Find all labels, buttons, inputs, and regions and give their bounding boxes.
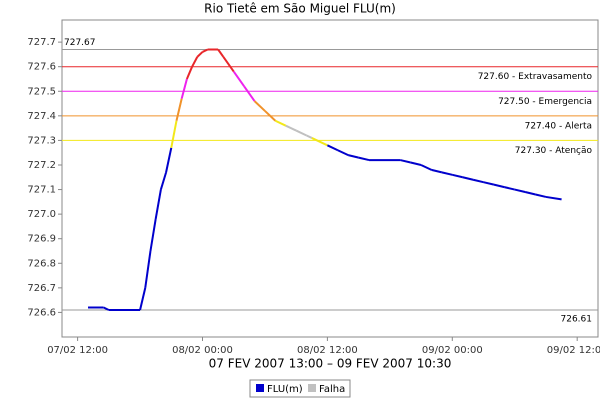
line-segment <box>462 176 474 181</box>
line-segment <box>504 186 515 191</box>
legend-label: Falha <box>319 384 345 395</box>
line-segment <box>222 56 235 73</box>
threshold-label: 727.50 - Emergencia <box>498 97 592 107</box>
line-segment <box>483 181 495 186</box>
y-tick-label: 727.5 <box>27 86 56 97</box>
y-tick-label: 727.6 <box>27 62 56 73</box>
line-segment <box>337 149 349 157</box>
line-segment <box>170 120 178 148</box>
line-segment <box>347 154 359 159</box>
line-segment <box>149 218 157 252</box>
line-segment <box>232 71 245 87</box>
threshold-label: 727.30 - Atenção <box>515 146 593 156</box>
y-tick-label: 727.0 <box>27 209 56 220</box>
extreme-label: 727.67 <box>64 38 96 48</box>
line-segment <box>103 306 110 311</box>
y-tick-label: 726.8 <box>27 258 56 269</box>
line-segment <box>358 156 370 162</box>
line-segment <box>264 110 277 122</box>
line-segment <box>545 195 562 201</box>
chart-subtitle: 07 FEV 2007 13:00 – 09 FEV 2007 10:30 <box>209 357 452 371</box>
line-segment <box>243 85 256 102</box>
y-tick-label: 727.1 <box>27 185 56 196</box>
y-tick-label: 727.7 <box>27 37 56 48</box>
line-segment <box>185 66 194 80</box>
extreme-label: 726.61 <box>561 314 593 324</box>
line-segment <box>180 78 188 99</box>
line-segment <box>154 189 162 220</box>
line-segment <box>514 188 526 193</box>
legend-swatch <box>256 384 264 392</box>
line-segment <box>420 164 432 171</box>
x-tick-label: 08/02 12:00 <box>297 345 358 356</box>
threshold-label: 727.60 - Extravasamento <box>478 72 593 82</box>
line-segment <box>191 56 199 68</box>
line-segment <box>326 144 339 152</box>
line-segment <box>159 172 168 190</box>
line-segment <box>217 48 225 58</box>
line-segment <box>535 193 547 198</box>
line-segment <box>311 137 328 147</box>
x-tick-label: 07/02 12:00 <box>47 345 108 356</box>
y-tick-label: 726.9 <box>27 234 56 245</box>
line-segment <box>524 191 536 196</box>
plot-area <box>61 19 599 338</box>
chart-title: Rio Tietê em São Miguel FLU(m) <box>204 2 396 16</box>
y-tick-label: 726.6 <box>27 307 56 318</box>
line-segment <box>431 168 443 174</box>
y-tick-label: 727.4 <box>27 111 56 122</box>
line-segment <box>202 48 209 53</box>
line-segment <box>165 147 173 173</box>
x-tick-label: 08/02 00:00 <box>172 345 233 356</box>
threshold-label: 727.40 - Alerta <box>525 121 592 131</box>
y-tick-label: 727.3 <box>27 135 56 146</box>
line-segment <box>295 129 308 137</box>
line-segment <box>253 100 266 112</box>
legend-swatch <box>308 384 316 392</box>
line-segment <box>306 134 313 139</box>
line-segment <box>400 159 411 164</box>
line-segment <box>139 287 147 311</box>
line-segment <box>144 250 152 288</box>
line-segment <box>196 51 204 58</box>
line-segment <box>493 183 505 189</box>
line-segment <box>410 161 422 166</box>
x-tick-label: 09/02 12:00 <box>547 345 600 356</box>
legend-label: FLU(m) <box>267 384 303 395</box>
x-tick-label: 09/02 00:00 <box>422 345 483 356</box>
y-tick-label: 726.7 <box>27 283 56 294</box>
line-segment <box>452 173 463 179</box>
legend <box>249 379 351 398</box>
line-segment <box>285 124 297 132</box>
y-tick-label: 727.2 <box>27 160 56 171</box>
line-segment <box>175 98 183 121</box>
line-segment <box>274 119 287 127</box>
line-segment <box>441 171 453 176</box>
line-segment <box>472 178 484 184</box>
